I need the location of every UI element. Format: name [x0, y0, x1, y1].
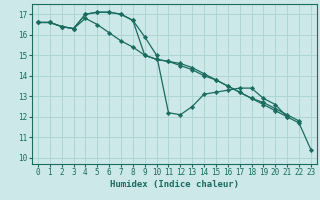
X-axis label: Humidex (Indice chaleur): Humidex (Indice chaleur) [110, 180, 239, 189]
